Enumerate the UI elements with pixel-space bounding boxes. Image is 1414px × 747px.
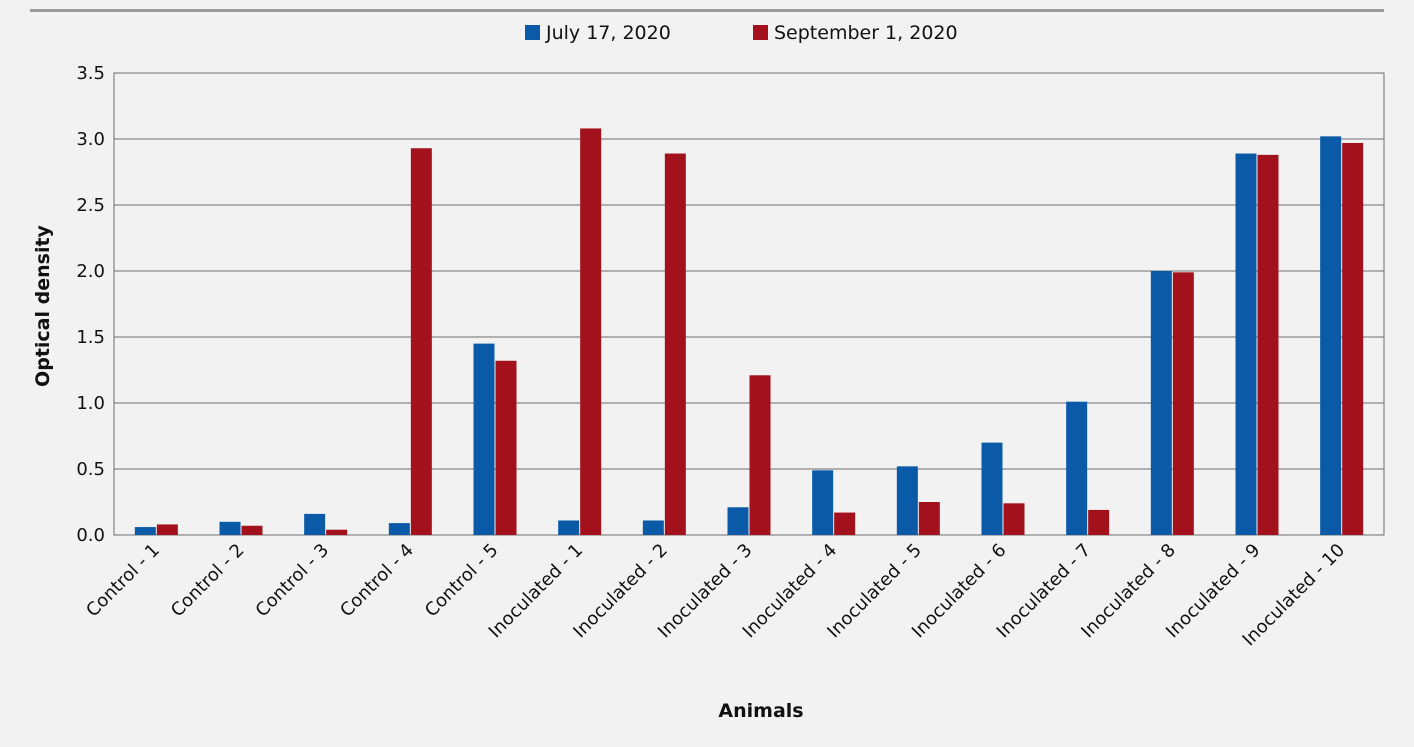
bar [1257, 154, 1279, 535]
plot-frame [113, 72, 1385, 536]
bar [1342, 142, 1364, 535]
legend: July 17, 2020 September 1, 2020 [525, 22, 958, 44]
legend-swatch [525, 25, 540, 40]
x-tick-label: Control - 2 [167, 540, 249, 622]
y-tick-label: 3.0 [76, 129, 105, 150]
bar [1150, 271, 1172, 535]
legend-label: July 17, 2020 [545, 22, 671, 44]
y-tick-label: 0.0 [76, 525, 105, 546]
bar [219, 521, 241, 535]
y-axis-title: Optical density [32, 224, 54, 386]
bar [326, 529, 348, 535]
plot-border [113, 72, 1385, 536]
bar [812, 470, 834, 535]
x-axis-title: Animals [718, 700, 803, 722]
x-tick-label: Control - 3 [252, 540, 334, 622]
legend-swatch [753, 25, 768, 40]
y-tick-label: 1.0 [76, 393, 105, 414]
bar [1088, 509, 1110, 535]
bar [981, 442, 1003, 535]
bar [1003, 503, 1025, 535]
bar [580, 128, 602, 535]
bar [1235, 153, 1257, 535]
bar [156, 524, 178, 535]
bars [134, 128, 1364, 536]
bar [664, 153, 686, 535]
bar [1066, 401, 1088, 535]
y-axis-ticks: 0.0 0.5 1.0 1.5 2.0 2.5 3.0 3.5 [76, 63, 105, 546]
x-axis-ticks: Control - 1 Control - 2 Control - 3 Control… [82, 540, 1349, 651]
x-tick-label: Control - 5 [421, 540, 503, 622]
y-tick-label: 2.0 [76, 261, 105, 282]
bar [896, 466, 918, 535]
bar [473, 343, 495, 535]
y-tick-label: 0.5 [76, 459, 105, 480]
legend-label: September 1, 2020 [774, 22, 958, 44]
y-tick-label: 1.5 [76, 327, 105, 348]
bar [304, 513, 326, 535]
bar [834, 512, 856, 535]
bar [642, 520, 664, 535]
bar [410, 148, 432, 536]
bar [558, 520, 580, 535]
bar [495, 360, 517, 535]
bar [134, 527, 156, 535]
bar [749, 375, 771, 535]
y-tick-label: 3.5 [76, 63, 105, 84]
bar [727, 507, 749, 535]
bar [1320, 136, 1342, 536]
bar [388, 523, 410, 535]
top-rule [30, 9, 1384, 12]
y-tick-label: 2.5 [76, 195, 105, 216]
gridlines [114, 138, 1384, 470]
x-tick-label: Control - 1 [82, 540, 164, 622]
bar [241, 525, 263, 535]
bar [1172, 272, 1194, 535]
x-tick-label: Control - 4 [336, 540, 418, 622]
bar [918, 502, 940, 535]
